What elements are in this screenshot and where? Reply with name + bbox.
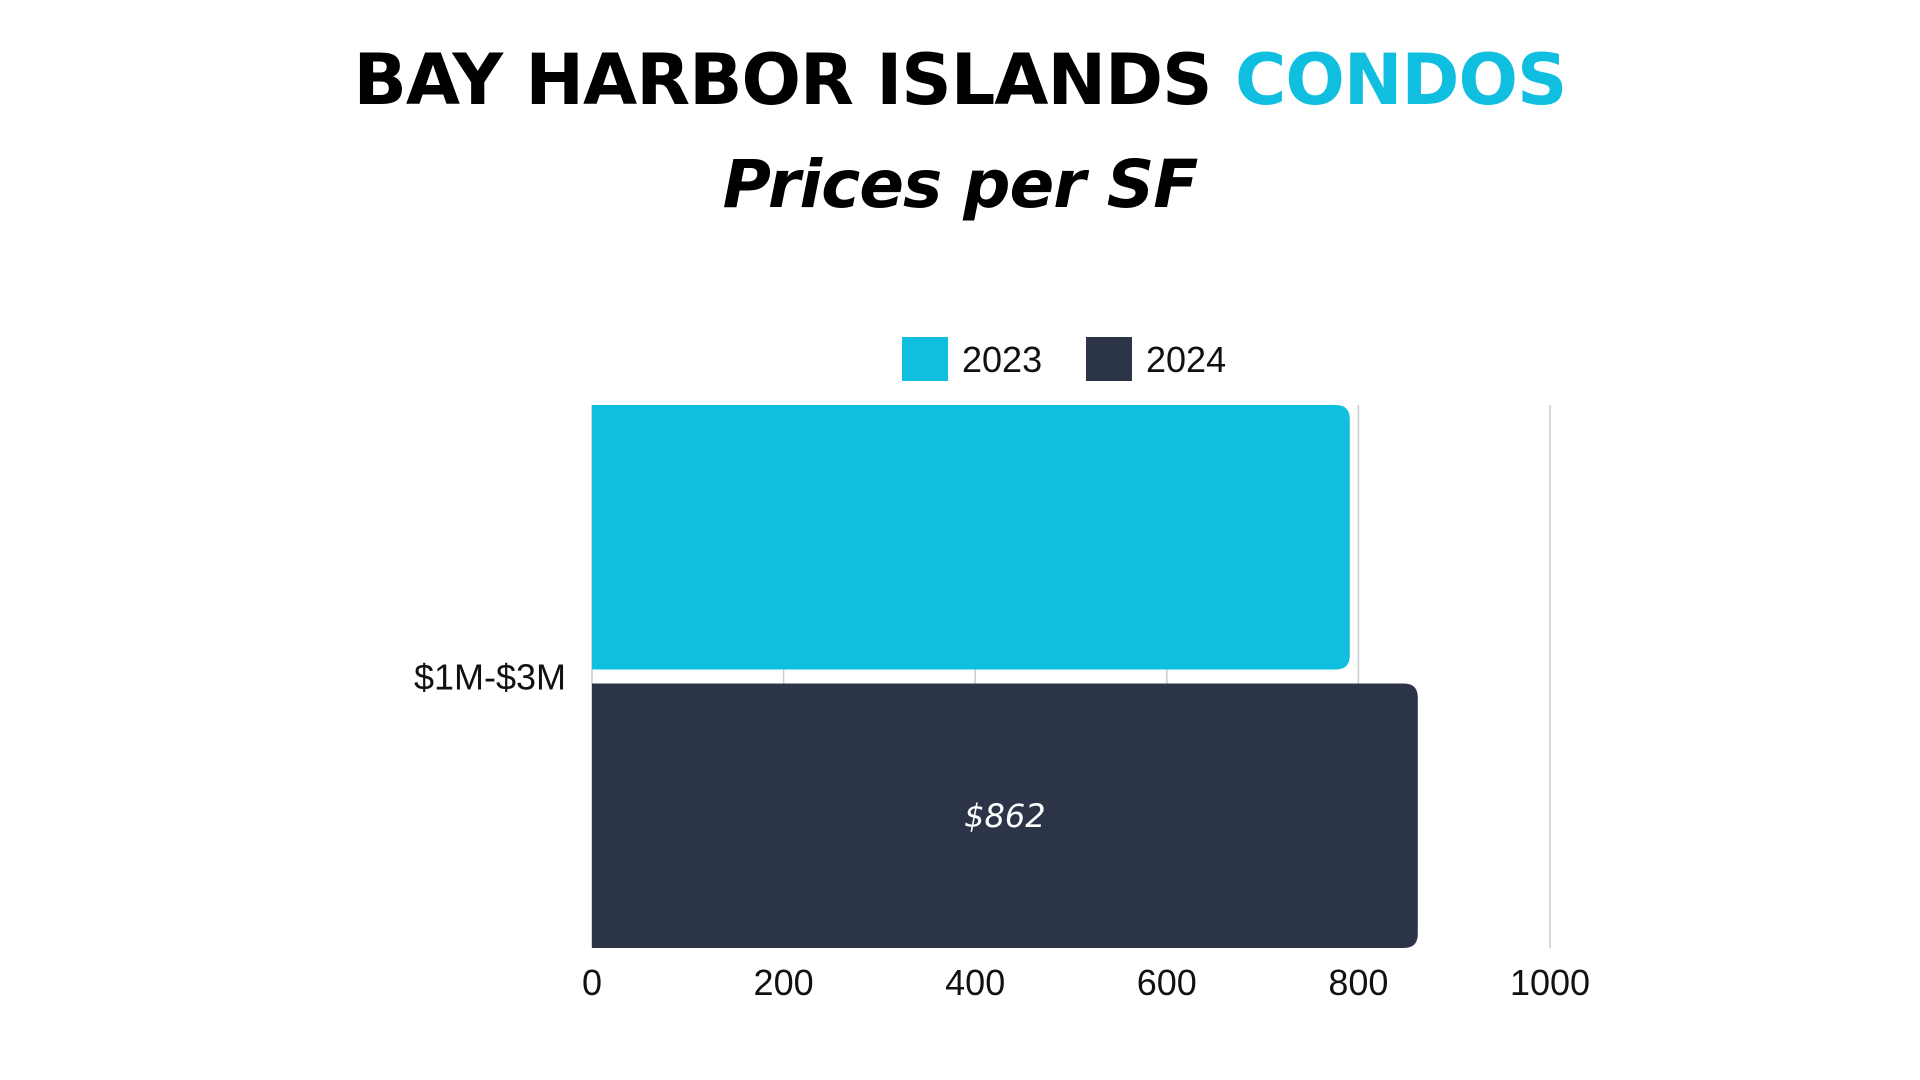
bars: $862 (592, 405, 1418, 948)
category-label: $1M-$3M (414, 657, 566, 698)
legend: 2023 2024 (902, 337, 1226, 381)
x-tick-label: 800 (1328, 962, 1388, 1003)
legend-label-2024: 2024 (1146, 339, 1226, 380)
x-axis-ticks: 0 200 400 600 800 1000 (582, 962, 1590, 1003)
x-tick-label: 400 (945, 962, 1005, 1003)
bar-2024 (592, 683, 1418, 948)
legend-swatch-2024 (1086, 337, 1132, 381)
title-accent: CONDOS (1234, 39, 1567, 121)
title-main: BAY HARBOR ISLANDS (353, 39, 1213, 121)
data-label: $862 (964, 797, 1045, 835)
x-tick-label: 600 (1137, 962, 1197, 1003)
chart-subtitle: Prices per SF (722, 146, 1199, 223)
category-labels: $1M-$3M (414, 657, 566, 698)
legend-label-2023: 2023 (962, 339, 1042, 380)
x-tick-label: 1000 (1510, 962, 1590, 1003)
x-tick-label: 200 (754, 962, 814, 1003)
chart-title: BAY HARBOR ISLANDS CONDOS (0, 30, 1920, 130)
bar-2023 (592, 405, 1350, 670)
legend-swatch-2023 (902, 337, 948, 381)
x-tick-label: 0 (582, 962, 602, 1003)
